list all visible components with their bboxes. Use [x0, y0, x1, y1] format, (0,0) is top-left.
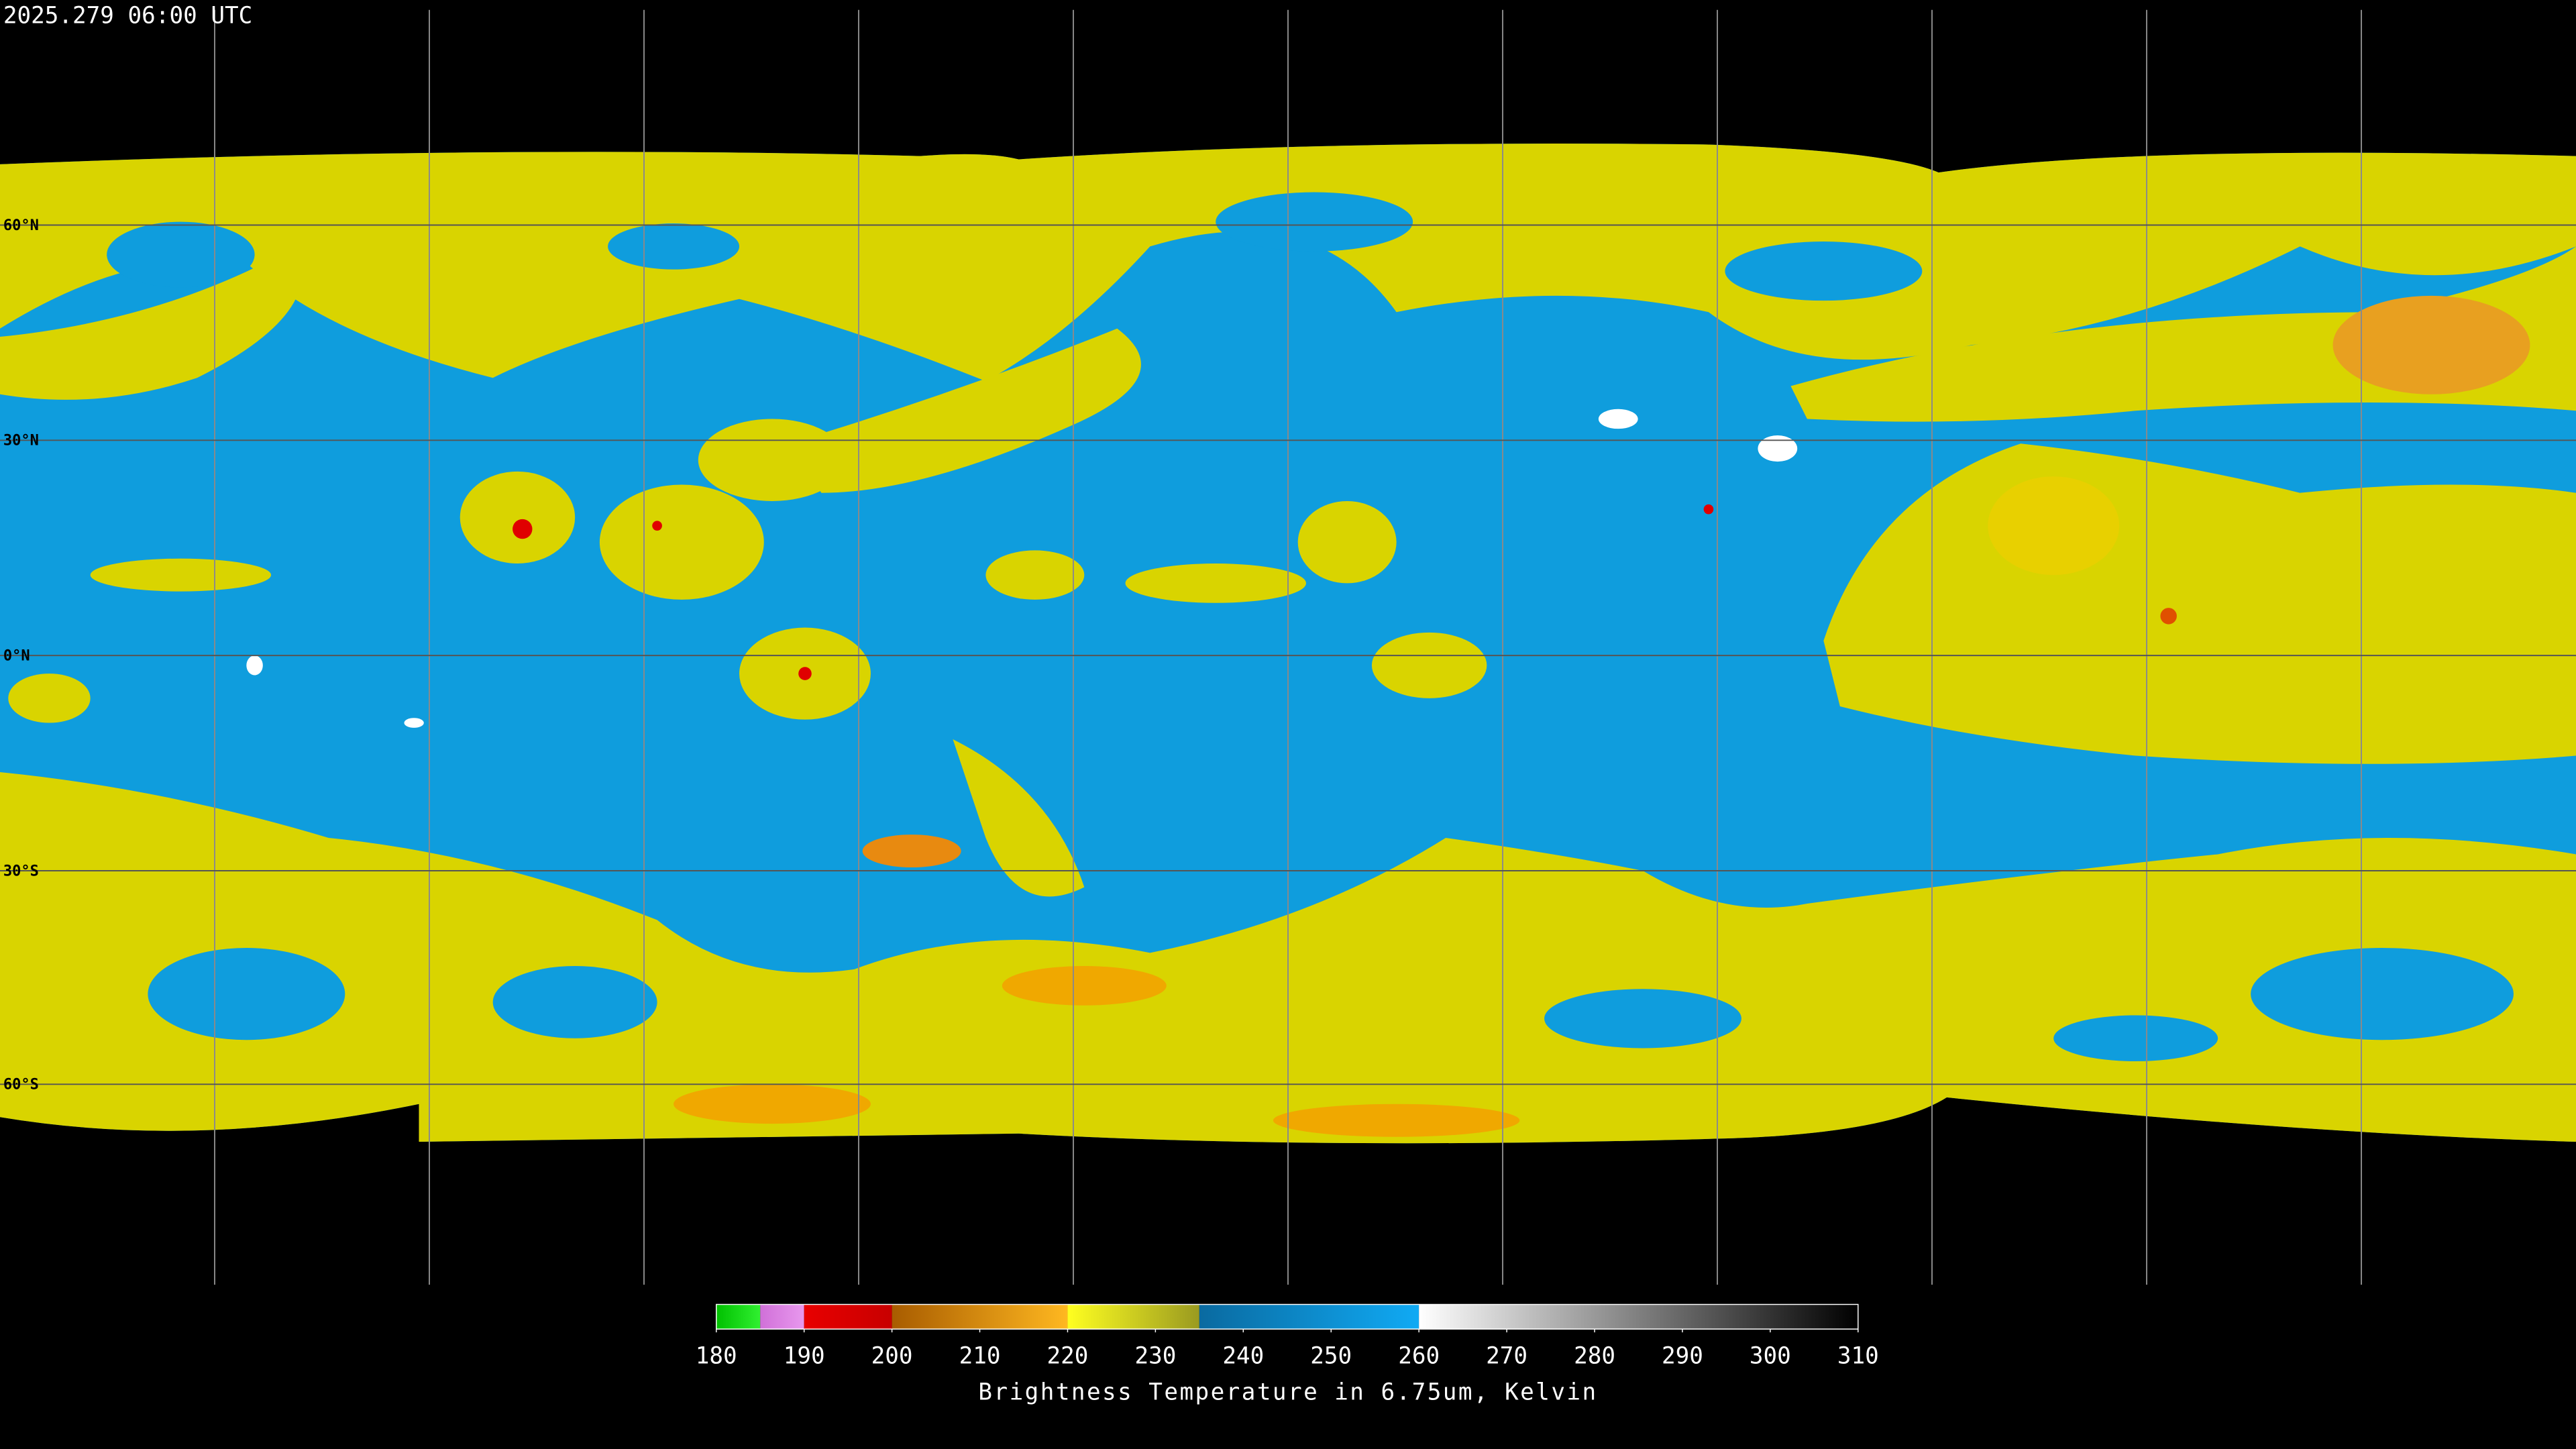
- cloud-cluster: [8, 674, 91, 723]
- cloud-streak: [0, 246, 303, 400]
- warm-patch: [246, 655, 263, 676]
- deep-convection: [1703, 504, 1714, 515]
- warm-patch: [404, 718, 424, 728]
- cold-patch: [674, 1084, 871, 1124]
- deep-convection: [652, 521, 662, 531]
- colorbar-segment: [804, 1304, 892, 1330]
- latitude-label: 30°S: [3, 863, 39, 879]
- colorbar-tick-label: 250: [1310, 1342, 1352, 1369]
- latitude-labels: 60°N 30°N 0°N 30°S 60°S: [3, 217, 39, 1093]
- deep-convection: [513, 519, 533, 539]
- clear-air: [608, 223, 740, 270]
- colorbar-segment: [892, 1304, 1068, 1330]
- clear-air: [2053, 1015, 2218, 1062]
- timestamp: 2025.279 06:00 UTC: [3, 2, 252, 29]
- colorbar-tick-label: 240: [1222, 1342, 1264, 1369]
- colorbar-tick-label: 200: [871, 1342, 913, 1369]
- colorbar-segment: [760, 1304, 804, 1330]
- colorbar-tick-label: 280: [1574, 1342, 1615, 1369]
- deep-convection: [798, 667, 812, 680]
- clear-air: [492, 966, 657, 1038]
- cloud-streak: [788, 328, 1141, 493]
- cloud-cluster: [1297, 500, 1397, 584]
- colorbar-tick-label: 210: [959, 1342, 1001, 1369]
- clear-air: [1725, 241, 1923, 301]
- warm-patch: [1598, 409, 1638, 429]
- clear-air: [148, 948, 345, 1040]
- deep-convection: [2160, 608, 2177, 625]
- colorbar: 180 190 200 210 220 230 240 250 260 270 280 290 300 3…: [696, 1303, 1879, 1369]
- cloud-cluster: [1371, 632, 1487, 698]
- clear-air: [2251, 948, 2514, 1040]
- colorbar-label: Brightness Temperature in 6.75um, Kelvin: [978, 1379, 1597, 1406]
- cloud-streak: [953, 739, 1085, 897]
- colorbar-tick-label: 310: [1837, 1342, 1879, 1369]
- colorbar-tick-label: 180: [696, 1342, 737, 1369]
- colorbar-tick-label: 190: [784, 1342, 825, 1369]
- colorbar-tick-label: 290: [1662, 1342, 1703, 1369]
- cloud-cluster: [1125, 564, 1306, 603]
- latitude-label: 60°N: [3, 217, 39, 234]
- graticule: [0, 9, 2576, 1285]
- cold-patch: [1002, 966, 1167, 1006]
- cloud-cluster: [599, 484, 764, 600]
- clear-air: [107, 221, 255, 288]
- colorbar-tick-label: 260: [1398, 1342, 1440, 1369]
- latitude-label: 30°N: [3, 433, 39, 449]
- cloud-cluster: [460, 471, 576, 564]
- colorbar-tick-label: 220: [1047, 1342, 1089, 1369]
- colorbar-segment: [1419, 1304, 1858, 1330]
- colorbar-tick-label: 270: [1486, 1342, 1527, 1369]
- cloud-cluster: [1988, 476, 2120, 576]
- cloud-tropics: [1823, 443, 2576, 764]
- colorbar-tick-label: 300: [1750, 1342, 1791, 1369]
- cold-patch: [862, 835, 961, 868]
- colorbar-tick-label: 230: [1134, 1342, 1176, 1369]
- latitude-label: 60°S: [3, 1077, 39, 1093]
- cloud-cluster: [985, 550, 1085, 600]
- cloud-cluster: [90, 558, 272, 592]
- clear-air: [1544, 989, 1741, 1049]
- cloud-cluster: [2332, 295, 2530, 394]
- cloud-cluster: [698, 419, 847, 501]
- warm-patch: [1758, 435, 1798, 462]
- colorbar-segment: [1199, 1304, 1419, 1330]
- cold-patch: [1273, 1104, 1520, 1137]
- latitude-label: 0°N: [3, 647, 30, 664]
- clear-air: [1216, 192, 1413, 252]
- colorbar-segment: [1067, 1304, 1199, 1330]
- colorbar-segment: [716, 1304, 761, 1330]
- colorbar-frame: [716, 1303, 1859, 1330]
